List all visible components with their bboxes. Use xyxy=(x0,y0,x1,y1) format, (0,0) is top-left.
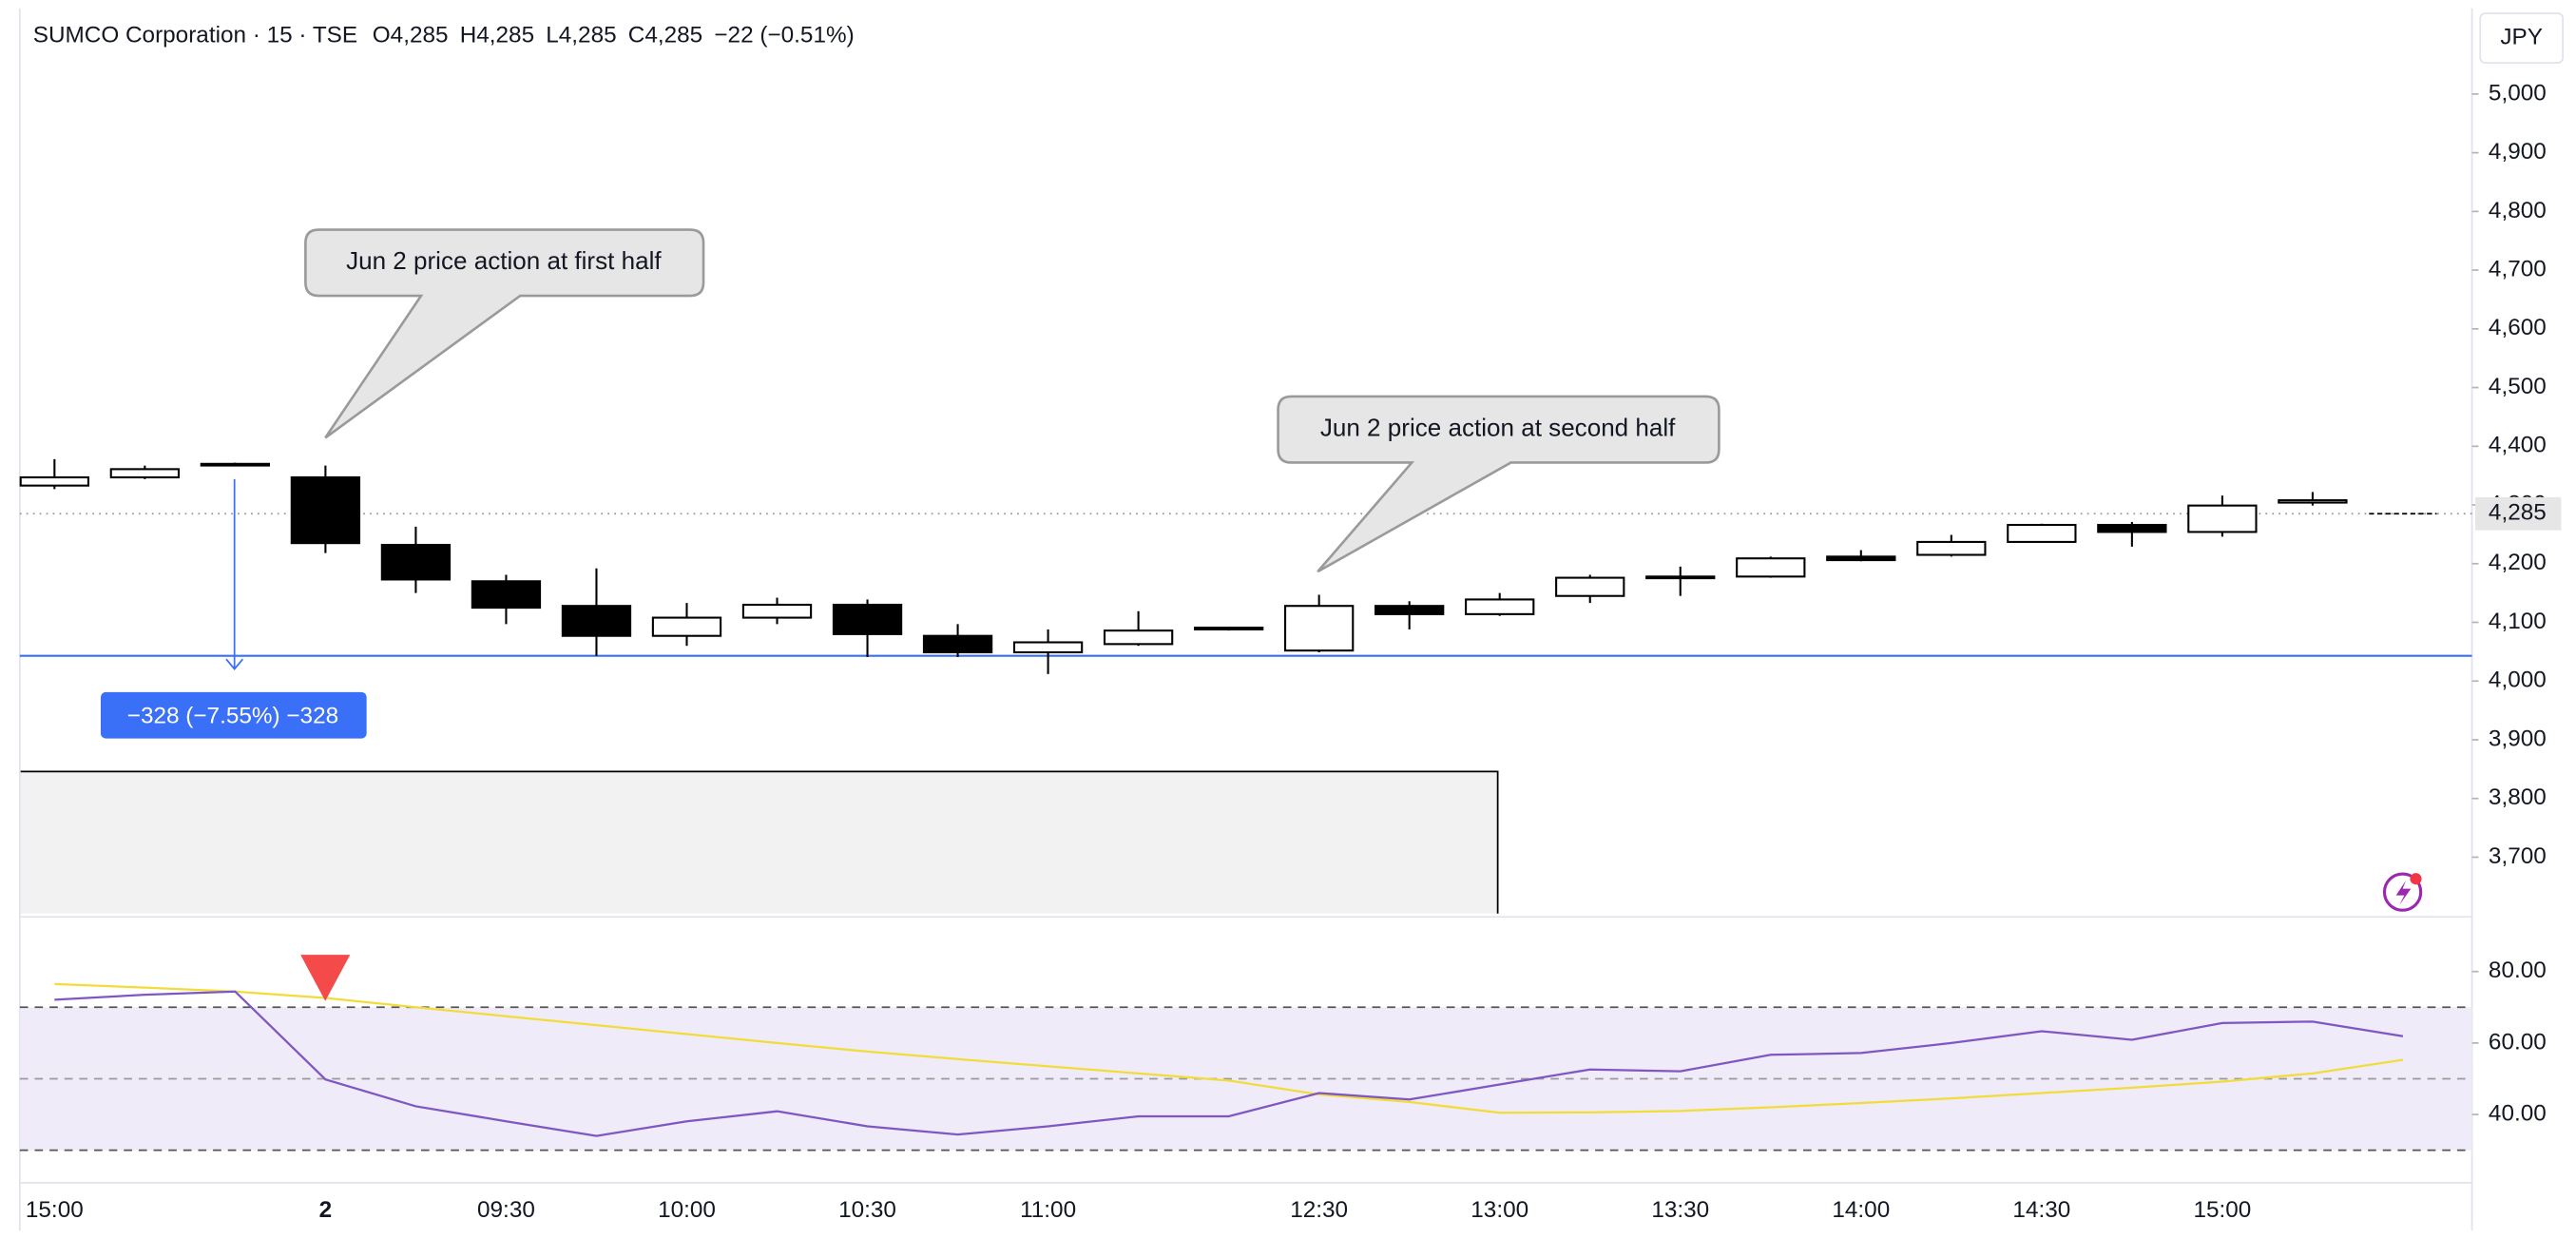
alert-icon-bolt xyxy=(2395,880,2412,906)
candle-body xyxy=(1736,557,1806,578)
currency-label: JPY xyxy=(2500,24,2543,49)
candle-body xyxy=(19,475,89,487)
x-tick-label: 11:00 xyxy=(1020,1197,1076,1223)
candle-body xyxy=(922,634,993,654)
candle-body xyxy=(651,616,722,637)
measure-label: −328 (−7.55%) −328 xyxy=(127,703,338,728)
candle-body xyxy=(1375,605,1445,615)
candle-body xyxy=(1193,627,1264,630)
candle-body xyxy=(471,580,542,610)
measure-arrow xyxy=(225,658,244,670)
candle-body xyxy=(2187,504,2258,533)
y-tick-label: 60.00 xyxy=(2489,1029,2547,1055)
candle-body xyxy=(1826,555,1896,562)
header-item: L4,285 xyxy=(546,23,616,48)
header-item: O4,285 xyxy=(373,23,449,48)
signal-marker xyxy=(300,955,351,1001)
candle-body xyxy=(561,605,632,637)
header-item: SUMCO Corporation · 15 · TSE xyxy=(33,23,357,48)
candle-body xyxy=(1284,605,1355,652)
x-tick-label: 13:00 xyxy=(1471,1197,1528,1223)
alert-icon-dot xyxy=(2410,873,2422,885)
x-tick-label: 2 xyxy=(319,1197,333,1223)
x-tick-label: 15:00 xyxy=(26,1197,84,1223)
x-tick-label: 15:00 xyxy=(2193,1197,2251,1223)
series-line xyxy=(54,990,2404,1137)
y-tick-label: 5,000 xyxy=(2489,80,2547,106)
candle-body xyxy=(290,475,361,545)
y-tick-label: 4,500 xyxy=(2489,374,2547,399)
y-tick-label: 40.00 xyxy=(2489,1100,2547,1126)
candle-body xyxy=(1555,576,1625,597)
x-tick-label: 14:30 xyxy=(2012,1197,2070,1223)
currency-box[interactable] xyxy=(2479,12,2564,64)
x-tick-label: 10:00 xyxy=(658,1197,716,1223)
y-tick-label: 4,900 xyxy=(2489,139,2547,165)
candle-body xyxy=(1465,598,1535,615)
y-tick-label: 4,600 xyxy=(2489,315,2547,340)
header-item: C4,285 xyxy=(628,23,702,48)
x-tick-label: 10:30 xyxy=(838,1197,896,1223)
drawn-rectangle xyxy=(19,771,1498,914)
x-tick-label: 12:30 xyxy=(1290,1197,1348,1223)
candle-body xyxy=(380,543,452,581)
candle-body xyxy=(109,468,181,479)
candle-body xyxy=(2278,499,2348,504)
header-item: −22 (−0.51%) xyxy=(714,23,854,48)
callout-box xyxy=(1277,395,1721,573)
y-tick-label: 4,100 xyxy=(2489,609,2547,634)
last-price-label: 4,285 xyxy=(2489,500,2547,526)
overlays: Jun 2 price action at first half Jun 2 p… xyxy=(100,12,2564,1001)
last-price-tag xyxy=(2475,496,2562,531)
candle-body xyxy=(200,462,271,467)
y-tick-label: 4,700 xyxy=(2489,257,2547,282)
measure-box xyxy=(100,691,367,739)
candle-body xyxy=(1012,641,1084,654)
candle-body xyxy=(1103,629,1174,646)
callout-box xyxy=(304,228,705,439)
callout-text: Jun 2 price action at second half xyxy=(1320,414,1676,442)
plot-layer: 3,7003,8003,9004,0004,1004,2004,3004,400… xyxy=(19,80,2562,1223)
series-line xyxy=(54,982,2404,1114)
alert-icon[interactable] xyxy=(2382,872,2423,912)
legend-header: SUMCO Corporation · 15 · TSE O4,285 H4,285… xyxy=(33,23,855,48)
x-tick-label: 09:30 xyxy=(477,1197,535,1223)
y-tick-label: 80.00 xyxy=(2489,958,2547,983)
y-tick-label: 4,800 xyxy=(2489,198,2547,223)
candle-body xyxy=(1916,540,1987,556)
candle-body xyxy=(2007,523,2077,543)
y-tick-label: 3,700 xyxy=(2489,843,2547,869)
candle-body xyxy=(832,603,903,635)
callout-text: Jun 2 price action at first half xyxy=(346,246,662,275)
x-tick-label: 14:00 xyxy=(1832,1197,1890,1223)
candle-body xyxy=(2097,523,2167,533)
y-tick-label: 4,400 xyxy=(2489,433,2547,458)
y-tick-label: 4,000 xyxy=(2489,668,2547,693)
y-tick-label: 4,200 xyxy=(2489,550,2547,575)
header-item: H4,285 xyxy=(460,23,534,48)
y-tick-label: 3,800 xyxy=(2489,784,2547,810)
candle-body xyxy=(1645,575,1716,580)
x-tick-label: 13:30 xyxy=(1651,1197,1709,1223)
candle-body xyxy=(741,603,813,619)
y-tick-label: 3,900 xyxy=(2489,726,2547,751)
drawn-rectangle-border xyxy=(19,770,1499,914)
